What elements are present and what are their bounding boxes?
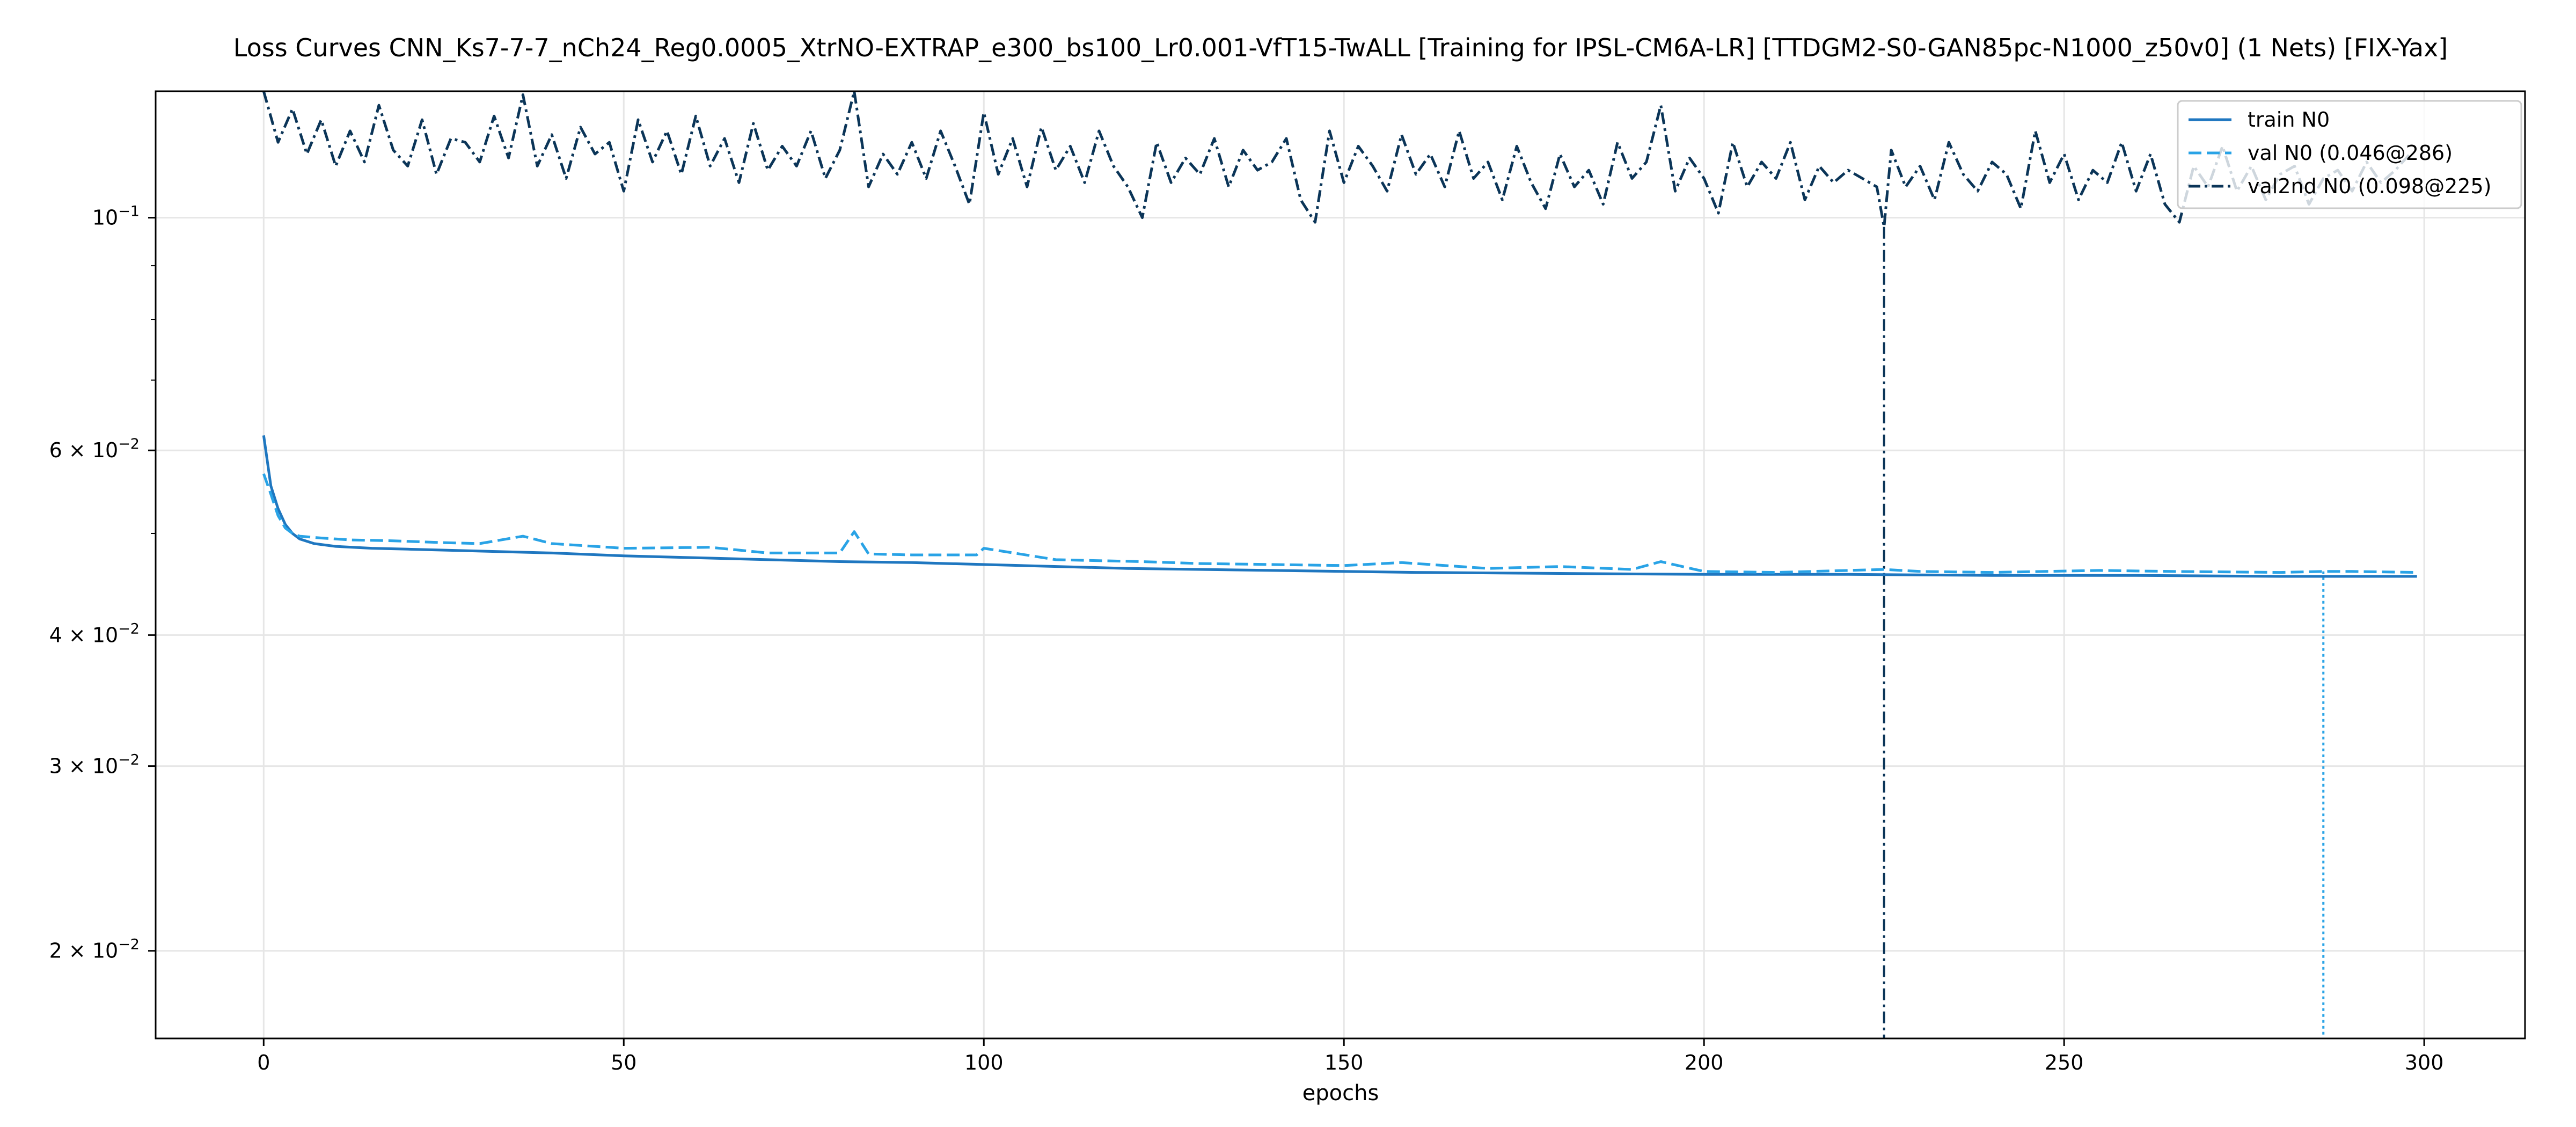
series-line-0 [262,435,2417,578]
legend-box [2177,100,2522,209]
y-tick-label: 4 × 10−2 [49,620,140,647]
legend-label: train N0 [2248,108,2330,131]
y-axis-ticks: 2 × 10−2 3 × 10−2 4 × 10−2 6 × 10−2 10−1 [49,203,156,963]
legend-label: val2nd N0 (0.098@225) [2248,174,2491,198]
y-tick-label: 10−1 [92,203,140,230]
x-axis-ticks: 0 50 100 150 200 250 300 [257,1038,2443,1074]
series-lines [262,91,2417,578]
legend-label: val N0 (0.046@286) [2248,141,2453,165]
x-axis-label: epochs [1302,1081,1379,1106]
x-tick-label: 100 [964,1051,1004,1074]
x-tick-label: 250 [2045,1051,2084,1074]
x-tick-label: 50 [611,1051,636,1074]
series-line-1 [262,473,2417,574]
x-tick-label: 150 [1324,1051,1364,1074]
x-tick-label: 300 [2405,1051,2444,1074]
x-tick-label: 0 [257,1051,270,1074]
best-epoch-markers [1883,226,2325,1038]
y-tick-label: 3 × 10−2 [49,752,140,778]
x-tick-label: 200 [1685,1051,1724,1074]
y-tick-label: 6 × 10−2 [49,436,140,462]
chart-title: Loss Curves CNN_Ks7-7-7_nCh24_Reg0.0005_… [233,33,2448,62]
legend: train N0 val N0 (0.046@286) val2nd N0 (0.0… [2177,100,2522,209]
series-line-2 [262,91,2411,229]
y-tick-label: 2 × 10−2 [49,936,140,963]
plot-frame [155,90,2526,1040]
